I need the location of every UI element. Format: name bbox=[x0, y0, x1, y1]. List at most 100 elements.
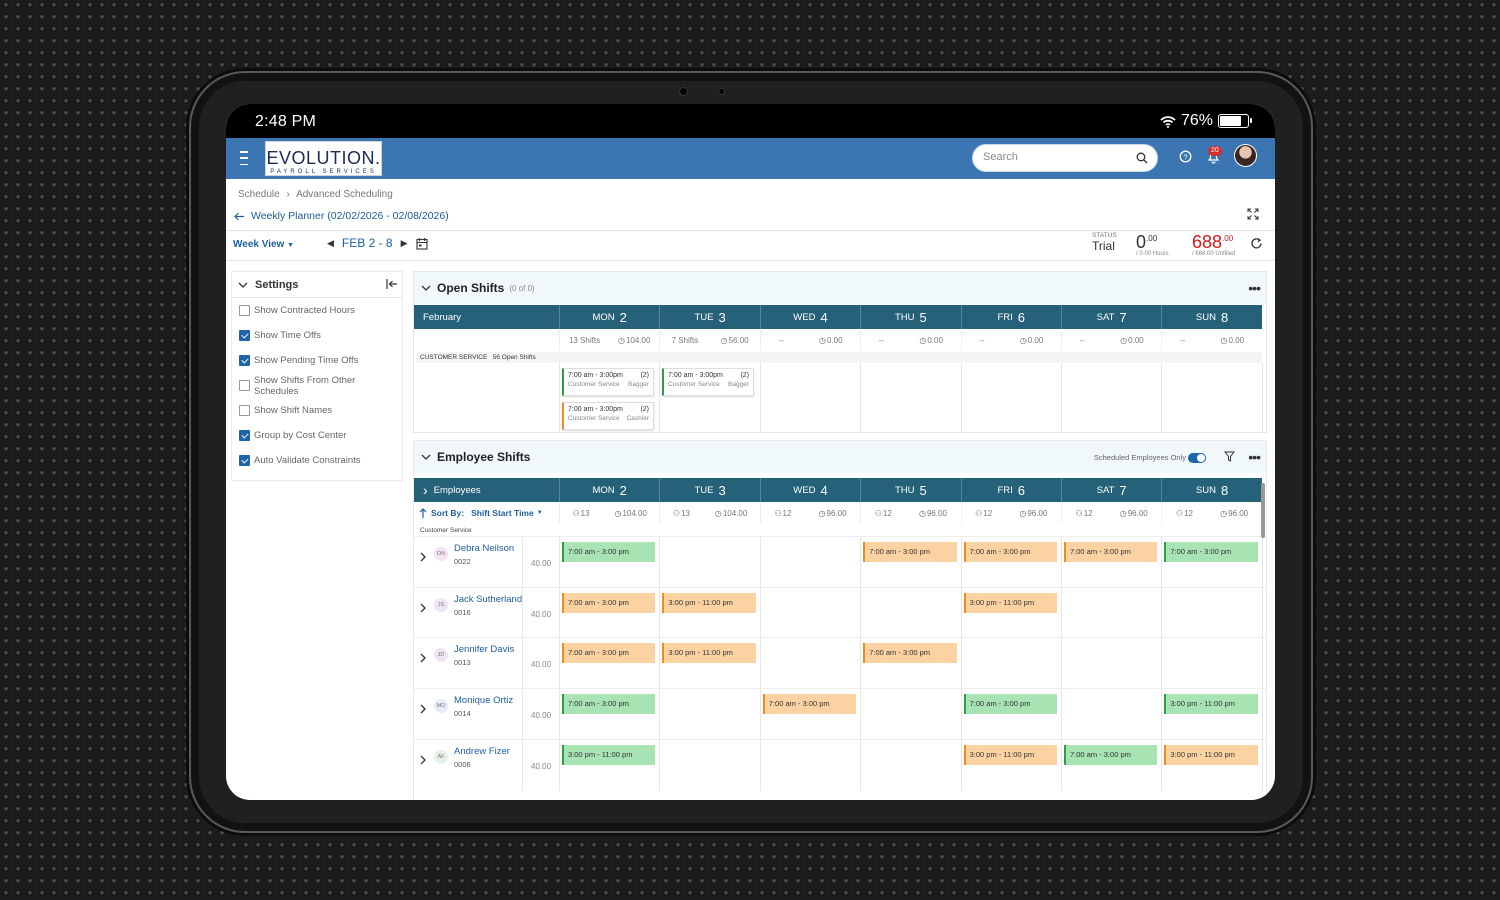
setting-6[interactable]: Auto Validate Constraints bbox=[232, 448, 402, 473]
setting-2[interactable]: Show Pending Time Offs bbox=[232, 348, 402, 373]
open-shift-card[interactable]: 7:00 am - 3:00pm (2) Customer Service Bagge… bbox=[562, 368, 654, 396]
setting-4[interactable]: Show Shift Names bbox=[232, 398, 402, 423]
day-header-tue[interactable]: TUE 3 bbox=[659, 478, 759, 502]
day-header-thu[interactable]: THU 5 bbox=[860, 305, 960, 329]
shift-block[interactable]: 7:00 am - 3:00 pm bbox=[1064, 542, 1158, 562]
shift-block[interactable]: 7:00 am - 3:00 pm bbox=[963, 694, 1057, 715]
shift-block[interactable]: 3:00 pm - 11:00 pm bbox=[1164, 744, 1258, 765]
chevron-down-icon[interactable] bbox=[421, 285, 431, 291]
grid-first-col[interactable]: February bbox=[414, 305, 559, 329]
shift-block[interactable]: 3:00 pm - 11:00 pm bbox=[662, 592, 756, 613]
more-options-icon[interactable]: ••• bbox=[1248, 280, 1261, 296]
shift-block[interactable]: 7:00 am - 3:00 pm bbox=[562, 643, 656, 664]
day-header-wed[interactable]: WED 4 bbox=[759, 478, 860, 502]
shift-block[interactable]: 7:00 am - 3:00 pm bbox=[963, 542, 1057, 562]
chevron-right-icon[interactable] bbox=[420, 549, 426, 567]
date-navigator: ◀ FEB 2 - 8 ▶ bbox=[327, 236, 428, 250]
day-header-mon[interactable]: MON 2 bbox=[559, 478, 659, 502]
day-header-wed[interactable]: WED 4 bbox=[759, 305, 860, 329]
day-header-tue[interactable]: TUE 3 bbox=[659, 305, 759, 329]
chevron-right-icon[interactable] bbox=[420, 752, 426, 770]
employee-shifts-header[interactable]: Employee Shifts Scheduled Employees Only… bbox=[414, 441, 1266, 473]
settings-header[interactable]: Settings bbox=[232, 272, 402, 298]
search-icon[interactable] bbox=[1136, 152, 1148, 164]
checkbox[interactable] bbox=[239, 355, 250, 366]
shift-block[interactable]: 3:00 pm - 11:00 pm bbox=[662, 643, 756, 664]
open-shifts-header[interactable]: Open Shifts (0 of 0) ••• bbox=[414, 272, 1266, 304]
shift-block[interactable]: 3:00 pm - 11:00 pm bbox=[963, 592, 1057, 613]
shift-block[interactable]: 7:00 am - 3:00 pm bbox=[863, 643, 957, 664]
shift-block[interactable]: 3:00 pm - 11:00 pm bbox=[562, 744, 656, 765]
help-icon[interactable]: ? bbox=[1179, 150, 1192, 163]
logo[interactable]: EVOLUTION. PAYROLL SERVICES bbox=[265, 141, 382, 176]
scheduled-only-toggle[interactable] bbox=[1188, 453, 1206, 463]
checkbox[interactable] bbox=[239, 405, 250, 416]
checkbox[interactable] bbox=[239, 380, 250, 391]
sort-arrow-icon[interactable] bbox=[419, 508, 427, 518]
shift-block[interactable]: 7:00 am - 3:00 pm bbox=[562, 542, 656, 562]
prev-week-icon[interactable]: ◀ bbox=[327, 237, 334, 248]
employee-name[interactable]: Debra Neilson bbox=[454, 543, 515, 554]
view-selector[interactable]: Week View ▼ bbox=[233, 239, 295, 250]
chevron-down-icon[interactable] bbox=[421, 454, 431, 460]
shift-block[interactable]: 7:00 am - 3:00 pm bbox=[562, 694, 656, 715]
camera-icon bbox=[679, 87, 688, 96]
shift-block[interactable]: 3:00 pm - 11:00 pm bbox=[1164, 694, 1258, 715]
setting-3[interactable]: Show Shifts From Other Schedules bbox=[232, 373, 402, 398]
day-header-sun[interactable]: SUN 8 bbox=[1161, 478, 1261, 502]
shift-block[interactable]: 7:00 am - 3:00 pm bbox=[863, 542, 957, 562]
employee-name[interactable]: Jack Sutherland bbox=[454, 593, 523, 605]
calendar-icon[interactable] bbox=[415, 237, 428, 250]
checkbox[interactable] bbox=[239, 330, 250, 341]
employee-name[interactable]: Andrew Fizer bbox=[454, 745, 510, 757]
chevron-right-icon[interactable]: › bbox=[423, 482, 428, 498]
setting-0[interactable]: Show Contracted Hours bbox=[232, 298, 402, 323]
menu-icon[interactable] bbox=[240, 151, 248, 165]
chevron-right-icon[interactable] bbox=[420, 650, 426, 668]
day-header-sat[interactable]: SAT 7 bbox=[1060, 305, 1161, 329]
search-box[interactable] bbox=[972, 144, 1158, 172]
avatar[interactable] bbox=[1234, 144, 1257, 167]
day-header-fri[interactable]: FRI 6 bbox=[960, 305, 1061, 329]
shift-block[interactable]: 7:00 am - 3:00 pm bbox=[562, 592, 656, 613]
next-week-icon[interactable]: ▶ bbox=[400, 237, 408, 248]
clock-icon: ◷ bbox=[720, 335, 728, 345]
hours: 0.00 bbox=[1128, 335, 1144, 345]
shift-block[interactable]: 3:00 pm - 11:00 pm bbox=[963, 744, 1057, 765]
setting-5[interactable]: Group by Cost Center bbox=[232, 423, 402, 448]
collapse-panel-icon[interactable] bbox=[386, 279, 398, 289]
back-arrow-icon[interactable] bbox=[234, 212, 245, 221]
chevron-down-icon[interactable] bbox=[238, 282, 248, 288]
more-options-icon[interactable]: ••• bbox=[1248, 449, 1261, 465]
search-input[interactable] bbox=[983, 151, 1133, 163]
refresh-icon[interactable] bbox=[1250, 237, 1263, 250]
day-header-mon[interactable]: MON 2 bbox=[559, 305, 659, 329]
day-header-sat[interactable]: SAT 7 bbox=[1060, 478, 1161, 502]
grid-line bbox=[1061, 363, 1062, 433]
setting-1[interactable]: Show Time Offs bbox=[232, 323, 402, 348]
open-shift-card[interactable]: 7:00 am - 3:00pm (2) Customer Service Cashi… bbox=[562, 402, 654, 430]
employee-name[interactable]: Monique Ortiz bbox=[454, 695, 514, 707]
scrollbar[interactable] bbox=[1261, 483, 1265, 538]
breadcrumb-schedule[interactable]: Schedule bbox=[238, 189, 280, 200]
filter-icon[interactable] bbox=[1224, 451, 1235, 462]
grid-first-col[interactable]: › Employees bbox=[414, 478, 559, 502]
chevron-right-icon[interactable] bbox=[420, 600, 426, 618]
clock-icon: ◷ bbox=[818, 508, 826, 518]
shift-block[interactable]: 7:00 am - 3:00 pm bbox=[1064, 744, 1158, 765]
shift-block[interactable]: 7:00 am - 3:00 pm bbox=[762, 694, 857, 715]
checkbox[interactable] bbox=[239, 455, 250, 466]
sort-control[interactable]: Sort By: Shift Start Time ▼ bbox=[414, 502, 559, 524]
day-header-sun[interactable]: SUN 8 bbox=[1161, 305, 1261, 329]
checkbox[interactable] bbox=[239, 430, 250, 441]
day-header-fri[interactable]: FRI 6 bbox=[960, 478, 1061, 502]
day-header-thu[interactable]: THU 5 bbox=[860, 478, 960, 502]
fullscreen-icon[interactable] bbox=[1247, 208, 1259, 220]
breadcrumb-advanced-scheduling[interactable]: Advanced Scheduling bbox=[296, 189, 393, 200]
day-name: FRI bbox=[997, 484, 1013, 496]
checkbox[interactable] bbox=[239, 305, 250, 316]
employee-name[interactable]: Jennifer Davis bbox=[454, 644, 515, 656]
open-shift-card[interactable]: 7:00 am - 3:00pm (2) Customer Service Bagge… bbox=[662, 368, 754, 396]
chevron-right-icon[interactable] bbox=[420, 701, 426, 719]
shift-block[interactable]: 7:00 am - 3:00 pm bbox=[1164, 542, 1258, 562]
